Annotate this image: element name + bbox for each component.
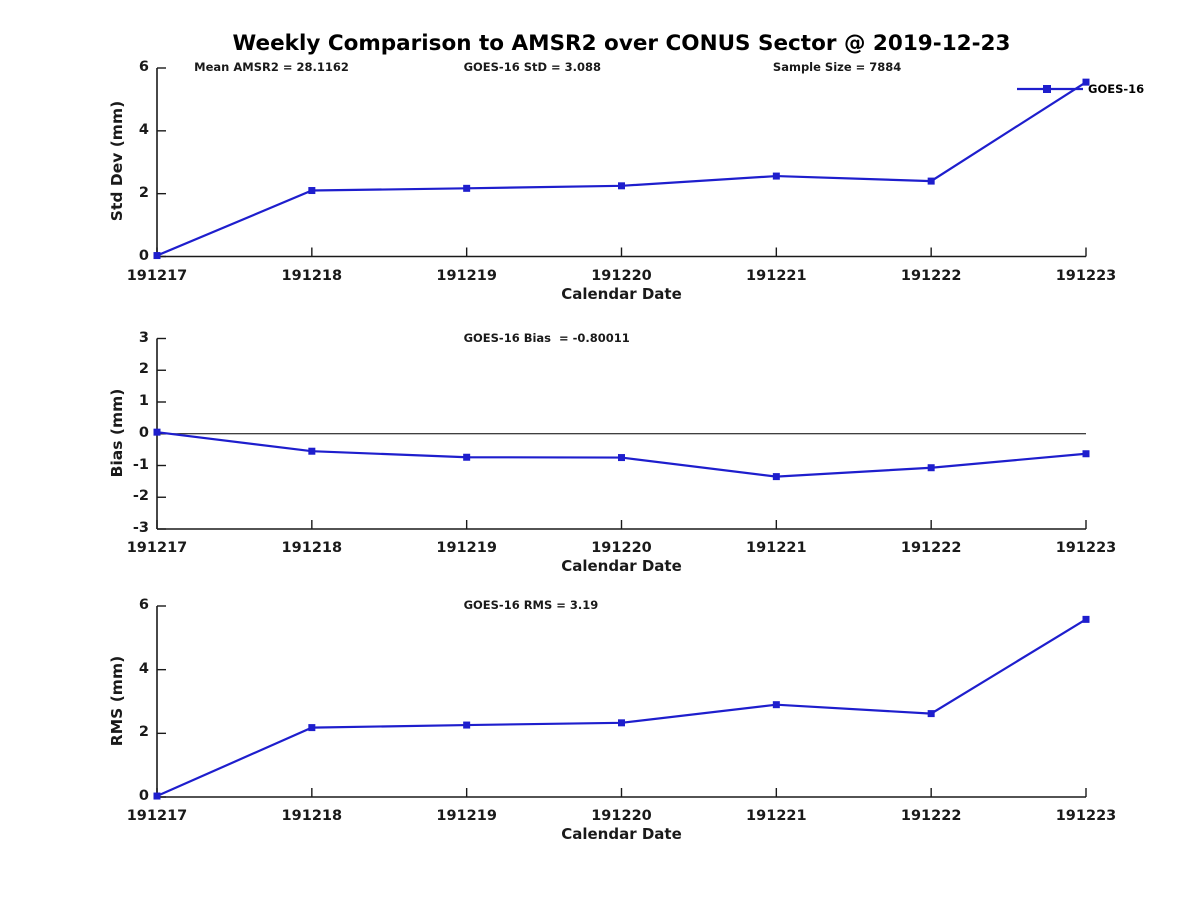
rms-data-point-marker: [308, 724, 316, 732]
rms-y-tick-label: 2: [138, 724, 149, 741]
rms-data-point-marker: [618, 719, 625, 727]
legend-label: GOES-16: [1088, 82, 1145, 96]
std-dev-data-point-marker: [153, 252, 161, 260]
rms-data-point-marker: [463, 721, 471, 729]
bias-y-tick-label: 0: [138, 424, 149, 441]
rms-x-tick-label: 191219: [436, 808, 497, 824]
std-dev-x-tick-label: 191217: [126, 267, 188, 284]
rms-data-point-marker: [927, 710, 935, 718]
std-dev-y-tick-label: 4: [138, 121, 149, 138]
rms-data-point-marker: [1082, 615, 1090, 623]
bias-y-tick-label: -1: [132, 456, 149, 473]
bias-y-tick-label: 2: [138, 361, 149, 378]
std-dev-x-tick-label: 191218: [281, 267, 343, 284]
std-dev-x-tick-label: 191222: [900, 267, 962, 284]
rms-data-line: [156, 618, 1087, 798]
std-dev-annotation: Sample Size = 7884: [772, 60, 902, 74]
rms-annotation: GOES-16 RMS = 3.19: [463, 598, 599, 612]
bias-y-tick-label: -3: [132, 520, 149, 536]
bias-data-point-marker: [927, 464, 935, 472]
bias-data-point-marker: [618, 454, 625, 462]
bias-x-tick-label: 191223: [1055, 540, 1117, 556]
std-dev-annotation: Mean AMSR2 = 28.1162: [194, 60, 349, 74]
bias-x-axis-label: Calendar Date: [561, 557, 682, 575]
std-dev-y-tick-label: 6: [138, 59, 149, 75]
bias-annotation: GOES-16 Bias = -0.80011: [463, 330, 630, 345]
bias-x-tick-label: 191217: [126, 540, 188, 556]
bias-y-tick-label: 3: [138, 329, 149, 346]
bias-data-point-marker: [463, 453, 471, 461]
rms-x-tick-label: 191223: [1055, 808, 1117, 824]
bias-x-tick-label: 191220: [591, 540, 652, 556]
bias-x-tick-label: 191218: [281, 540, 343, 556]
rms-y-axis-label: RMS (mm): [108, 655, 126, 746]
legend-marker-sample: [1043, 85, 1051, 93]
std-dev-y-tick-label: 2: [138, 184, 149, 201]
bias-x-tick-label: 191222: [900, 540, 962, 556]
std-dev-x-axis-label: Calendar Date: [561, 284, 682, 303]
std-dev-data-point-marker: [772, 172, 780, 180]
bias-data-point-marker: [1082, 450, 1090, 458]
std-dev-data-point-marker: [618, 182, 625, 190]
bias-y-axis-label: Bias (mm): [108, 388, 126, 478]
bias-y-tick-label: -2: [132, 488, 149, 505]
std-dev-data-line: [156, 81, 1087, 257]
rms-data-point-marker: [153, 792, 161, 800]
std-dev-y-tick-label: 0: [138, 247, 149, 264]
rms-x-axis-label: Calendar Date: [561, 825, 682, 843]
bias-x-tick-label: 191221: [746, 540, 807, 556]
rms-data-point-marker: [772, 701, 780, 709]
bias-data-point-marker: [153, 428, 161, 436]
std-dev-y-axis-label: Std Dev (mm): [108, 101, 126, 222]
std-dev-x-tick-label: 191221: [746, 267, 807, 284]
rms-x-tick-label: 191217: [126, 808, 188, 824]
rms-y-tick-label: 6: [138, 597, 149, 613]
rms-x-tick-label: 191218: [281, 808, 343, 824]
std-dev-data-point-marker: [308, 187, 316, 195]
std-dev-x-tick-label: 191220: [591, 267, 652, 284]
bias-data-point-marker: [308, 447, 316, 455]
std-dev-data-point-marker: [463, 184, 471, 192]
std-dev-annotation: GOES-16 StD = 3.088: [463, 60, 602, 74]
bias-x-tick-label: 191219: [436, 540, 497, 556]
std-dev-data-point-marker: [927, 177, 935, 185]
bias-data-point-marker: [772, 473, 780, 481]
std-dev-x-tick-label: 191223: [1055, 267, 1117, 284]
rms-y-tick-label: 4: [138, 660, 149, 677]
std-dev-x-tick-label: 191219: [436, 267, 497, 284]
rms-x-tick-label: 191221: [746, 808, 807, 824]
figure-title: Weekly Comparison to AMSR2 over CONUS Se…: [232, 31, 1011, 56]
rms-x-tick-label: 191220: [591, 808, 652, 824]
std-dev-data-point-marker: [1082, 78, 1090, 86]
rms-y-tick-label: 0: [138, 788, 149, 804]
rms-x-tick-label: 191222: [900, 808, 962, 824]
bias-y-tick-label: 1: [138, 393, 149, 409]
